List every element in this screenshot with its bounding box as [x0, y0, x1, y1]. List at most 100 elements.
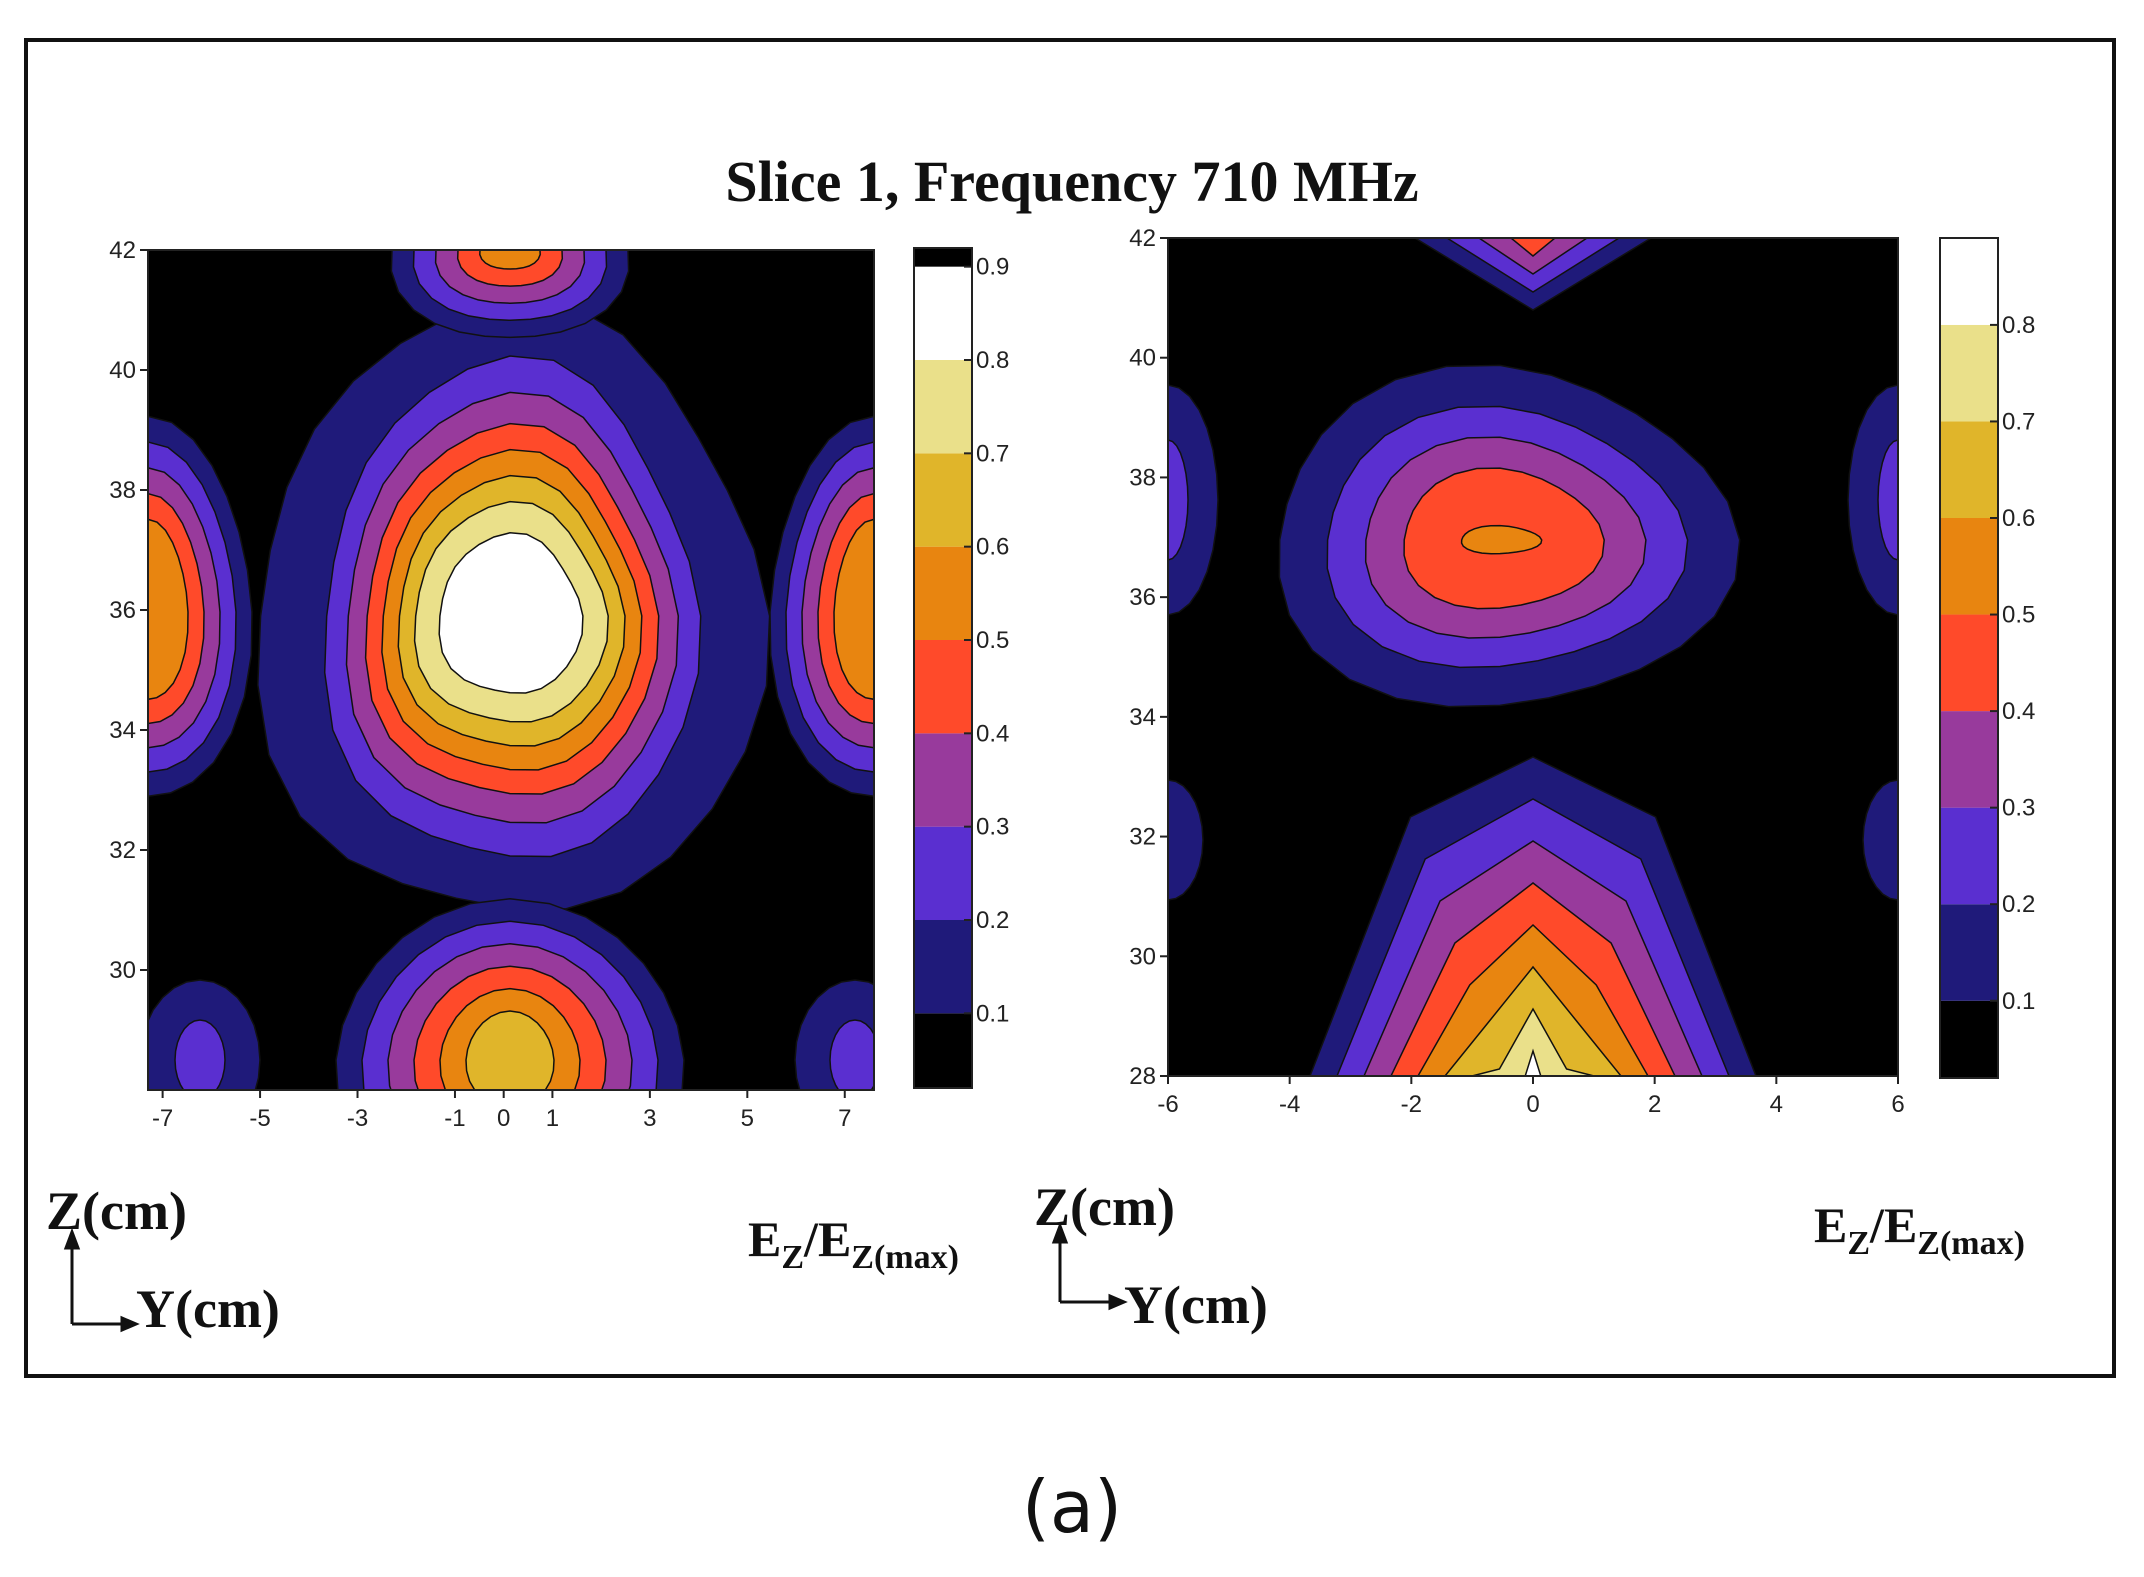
colorbar-tick-label: 0.6	[2002, 505, 2035, 532]
x-tick-label: -7	[152, 1105, 173, 1132]
x-tick-label: 4	[1770, 1091, 1783, 1118]
left-lower-lobe-level-6	[465, 1010, 555, 1090]
y-tick-label: 40	[1129, 345, 1156, 372]
colorbar-tick-label: 0.8	[976, 347, 1009, 374]
colorbar-band-1	[914, 920, 972, 1014]
colorbar-tick-label: 0.2	[2002, 891, 2035, 918]
left-colorbar: 0.1 0.2 0.3 0.4 0.5 0.6 0.7 0.8 0.9	[913, 247, 1009, 1089]
y-tick-label: 42	[109, 237, 136, 264]
x-tick-label: -6	[1157, 1091, 1178, 1118]
colorbar-tick-label: 0.3	[2002, 795, 2035, 822]
colorbar-tick-label: 0.4	[2002, 698, 2035, 725]
colorbar-border	[1939, 237, 1999, 1079]
colorbar-band-2	[1940, 807, 1998, 905]
colorbar-tick-label: 0.7	[976, 440, 1009, 467]
right-axis-arrows	[1051, 1221, 1128, 1311]
y-tick-label: 42	[1129, 225, 1156, 252]
colorbar-band-8	[1940, 238, 1998, 325]
figure-frame	[24, 38, 2116, 1378]
y-tick-label: 32	[1129, 824, 1156, 851]
y-tick-label: 36	[1129, 584, 1156, 611]
right-bottom-peak-level-7	[1471, 1007, 1595, 1076]
colorbar-tick-label: 0.8	[2002, 312, 2035, 339]
right-right-edge-lobe-level-1	[1847, 384, 1898, 616]
colorbar-band-4	[1940, 614, 1998, 712]
right-contour-plot	[1168, 238, 1898, 1076]
colorbar-band-3	[1940, 711, 1998, 808]
colorbar-band-8	[914, 266, 972, 360]
right-right-edge-lobe-level-2	[1877, 439, 1898, 561]
left-z-axis-label: Z(cm)	[46, 1181, 187, 1241]
colorbar-tick-label: 0.5	[976, 627, 1009, 654]
x-tick-label: -4	[1279, 1091, 1300, 1118]
x-tick-label: -3	[347, 1105, 368, 1132]
right-left-edge-lobe-level-2	[1168, 439, 1189, 561]
colorbar-band-3	[914, 733, 972, 827]
x-tick-label: -2	[1401, 1091, 1422, 1118]
y-tick-label: 28	[1129, 1063, 1156, 1090]
x-tick-label: 6	[1891, 1091, 1904, 1118]
left-contour-plot	[148, 250, 874, 1090]
right-z-axis-label: Z(cm)	[1034, 1177, 1175, 1237]
colorbar-border	[913, 247, 973, 1089]
colorbar-band-1	[1940, 904, 1998, 1001]
colorbar-band-5	[914, 546, 972, 640]
colorbar-tick-label: 0.3	[976, 814, 1009, 841]
y-tick-label: 30	[1129, 943, 1156, 970]
right-left-small-lobe	[1168, 779, 1204, 901]
colorbar-band-5	[1940, 518, 1998, 615]
chart-title: Slice 1, Frequency 710 MHz	[725, 149, 1419, 214]
figure-caption: (a)	[1021, 1465, 1123, 1549]
left-corner-lobe-br-inner	[829, 1019, 874, 1090]
right-upper-lobe-level-5	[1460, 524, 1543, 555]
colorbar-band-4	[914, 640, 972, 734]
left-y-axis-label: Y(cm)	[136, 1279, 280, 1339]
x-tick-label: 7	[838, 1105, 851, 1132]
left-plot-border	[147, 249, 875, 1091]
x-tick-label: 5	[741, 1105, 754, 1132]
colorbar-band-2	[914, 826, 972, 920]
y-tick-label: 38	[109, 477, 136, 504]
right-top-lobe-level-4	[1509, 238, 1557, 257]
right-y-axis-label: Y(cm)	[1124, 1275, 1268, 1335]
colorbar-tick-label: 0.9	[976, 254, 1009, 281]
right-bottom-peak-level-8	[1497, 1048, 1569, 1076]
y-tick-label: 40	[109, 357, 136, 384]
right-colorbar-label: EZ/EZ(max)	[1814, 1197, 2025, 1262]
colorbar-tick-label: 0.6	[976, 534, 1009, 561]
left-edge-lobe-level-5	[148, 518, 189, 701]
right-left-edge-lobe-level-1	[1168, 384, 1219, 616]
x-tick-label: -1	[444, 1105, 465, 1132]
colorbar-band-6	[914, 453, 972, 547]
x-tick-label: 0	[1526, 1091, 1539, 1118]
colorbar-band-0	[914, 1013, 972, 1088]
left-axis-ticks: -7 -5 -3 -1 0 1 3 5 7 30 32 34 36 38 40 42	[109, 237, 851, 1132]
left-corner-lobe-bl-inner	[174, 1019, 226, 1090]
x-tick-label: 0	[497, 1105, 510, 1132]
y-tick-label: 38	[1129, 464, 1156, 491]
y-tick-label: 30	[109, 957, 136, 984]
left-central-level-8	[438, 532, 584, 694]
right-edge-lobe-level-5	[833, 518, 874, 701]
colorbar-tick-label: 0.4	[976, 720, 1009, 747]
left-top-lobe-level-5	[479, 250, 541, 270]
left-colorbar-label: EZ/EZ(max)	[748, 1211, 959, 1276]
x-tick-label: 3	[643, 1105, 656, 1132]
y-tick-label: 36	[109, 597, 136, 624]
colorbar-tick-label: 0.2	[976, 907, 1009, 934]
y-tick-label: 34	[1129, 704, 1156, 731]
colorbar-tick-label: 0.5	[2002, 602, 2035, 629]
left-axis-arrows	[63, 1227, 140, 1333]
y-tick-label: 32	[109, 837, 136, 864]
colorbar-tick-label: 0.7	[2002, 408, 2035, 435]
colorbar-band-7	[914, 360, 972, 454]
colorbar-tick-label: 0.1	[2002, 988, 2035, 1015]
right-colorbar: 0.1 0.2 0.3 0.4 0.5 0.6 0.7 0.8	[1939, 237, 2035, 1079]
y-tick-label: 34	[109, 717, 136, 744]
colorbar-tick-label: 0.1	[976, 1000, 1009, 1027]
colorbar-band-6	[1940, 421, 1998, 518]
colorbar-band-0	[1940, 1000, 1998, 1078]
right-axis-ticks: -6 -4 -2 0 2 4 6 28 30 32 34 36 38 40 42	[1129, 225, 1904, 1118]
x-tick-label: -5	[249, 1105, 270, 1132]
